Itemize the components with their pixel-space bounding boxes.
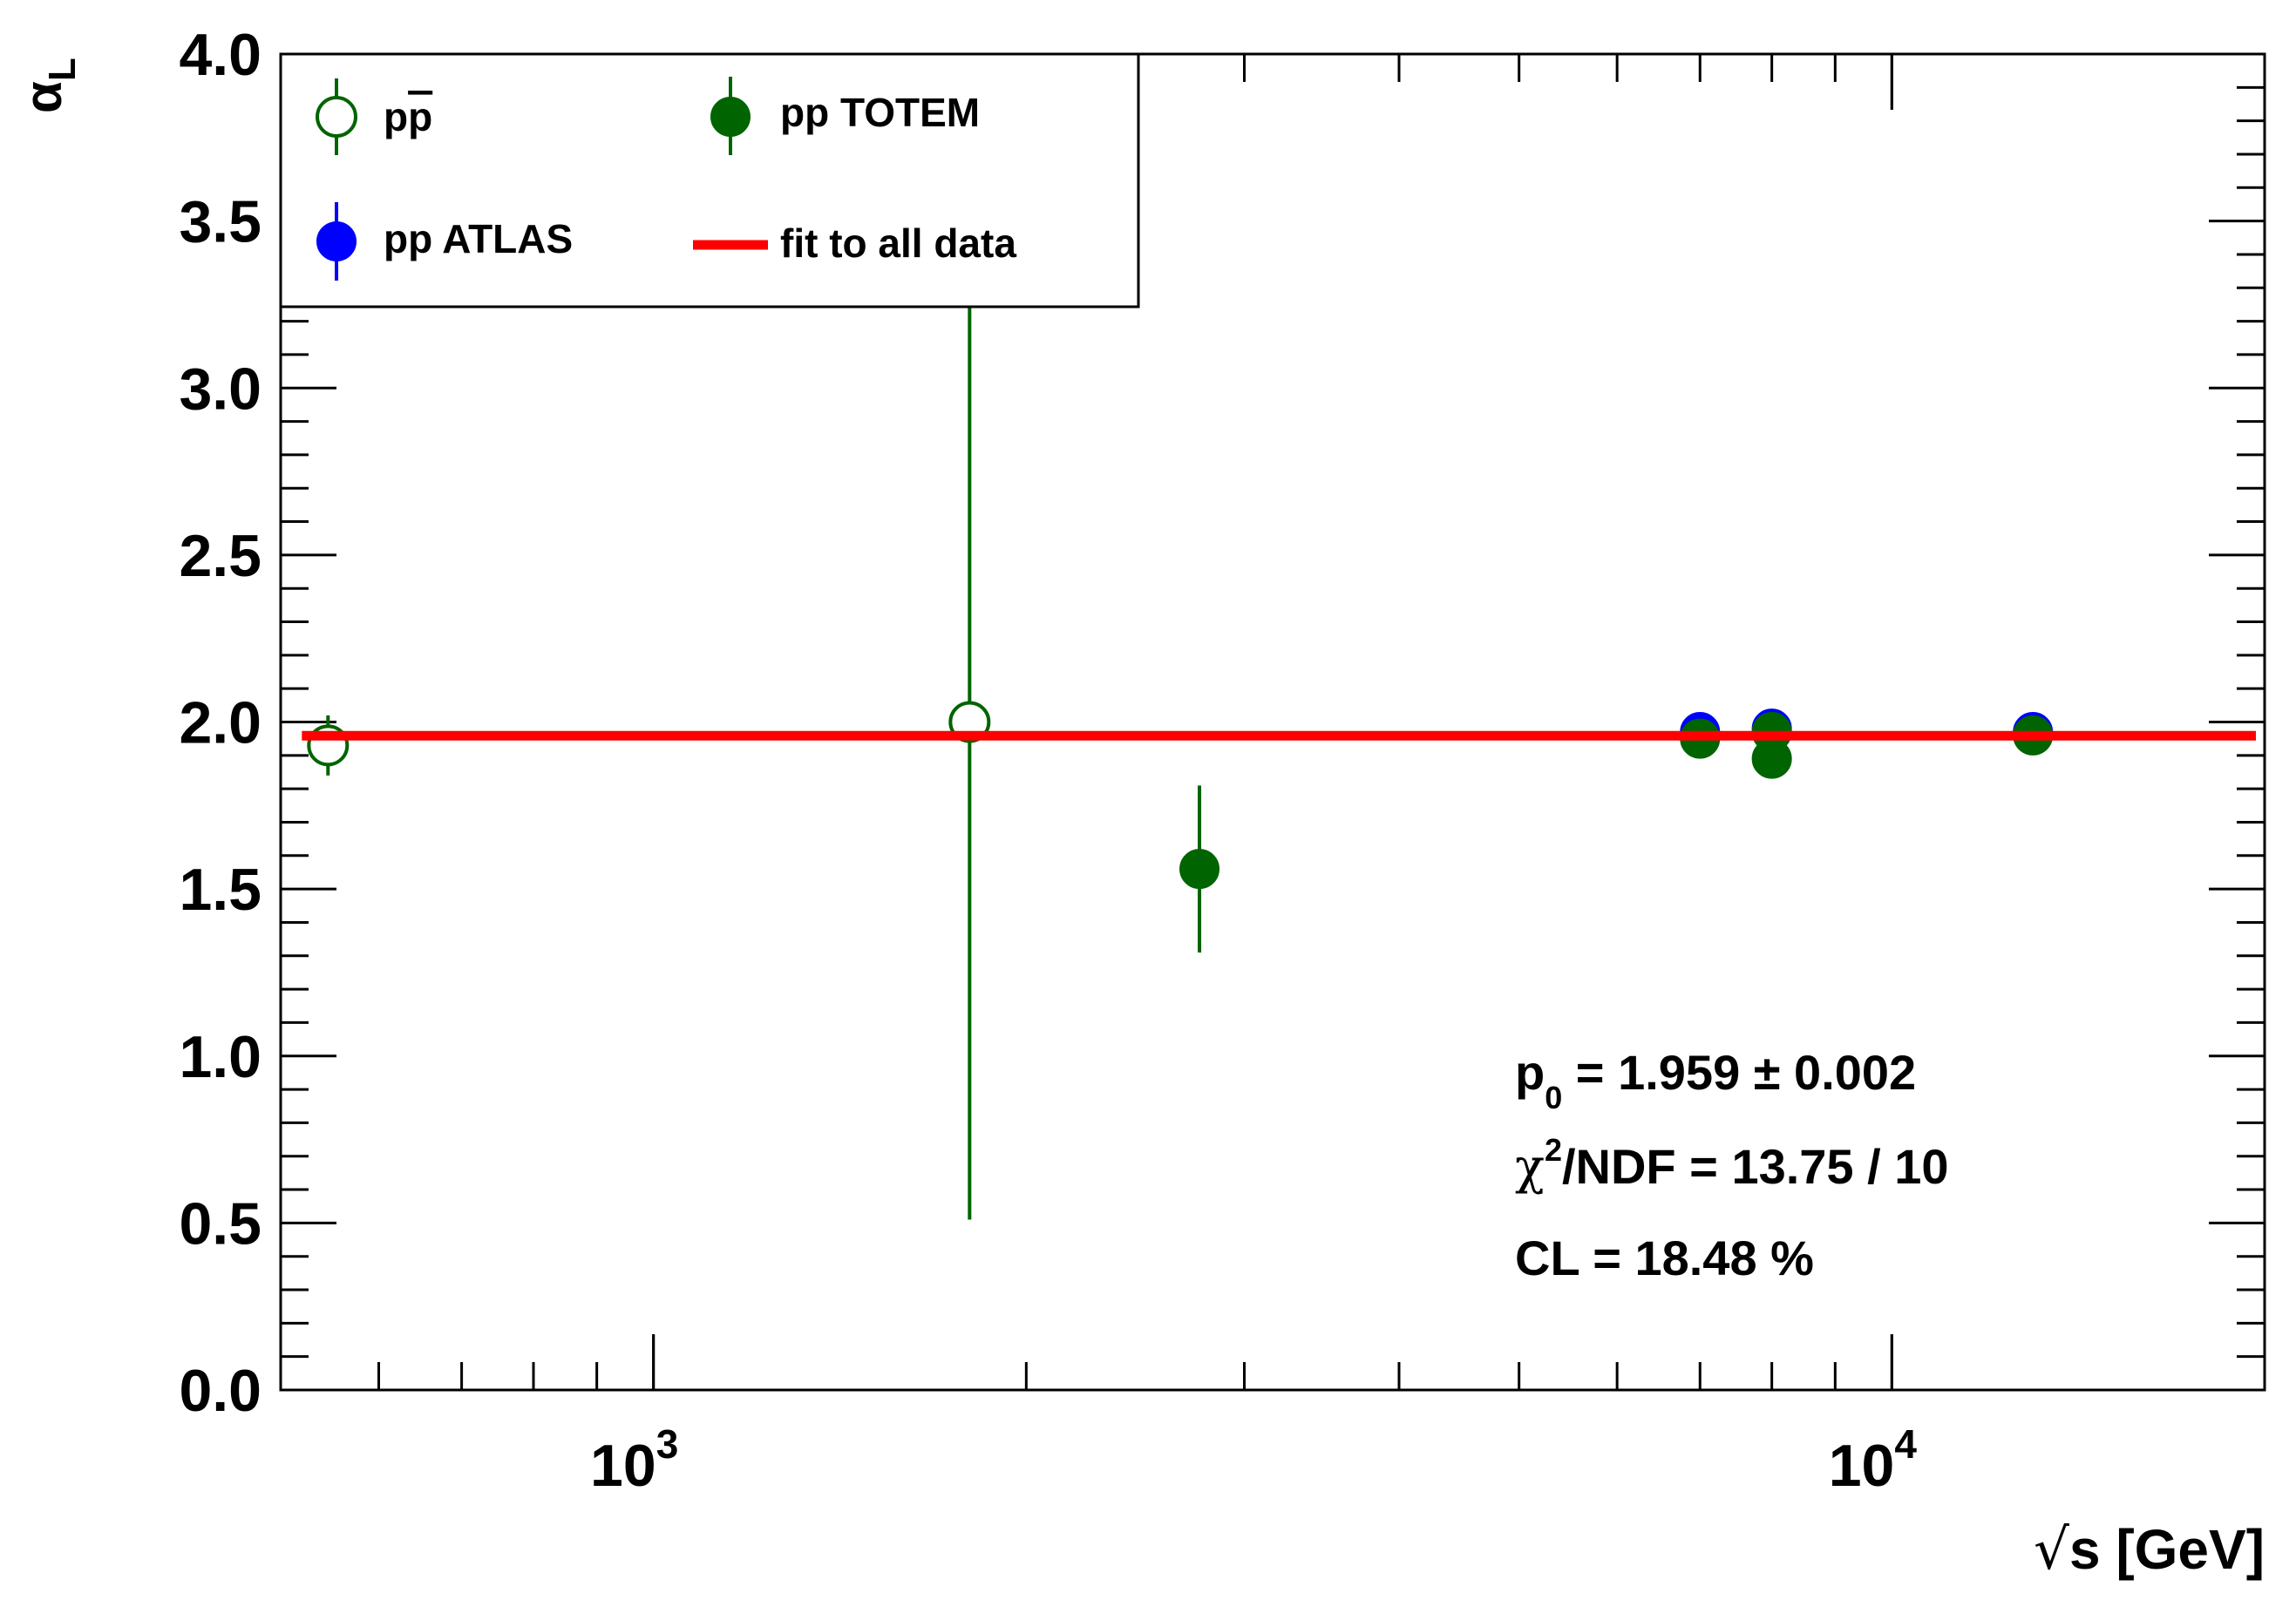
legend-atlas-marker — [316, 221, 357, 261]
legend-marks — [316, 77, 768, 281]
y-tick-label: 1.5 — [179, 857, 262, 923]
y-tick-label: 0.0 — [179, 1358, 262, 1424]
y-tick-label: 2.5 — [179, 523, 262, 589]
y-axis-title: αL — [14, 58, 84, 113]
legend-totem-marker — [710, 97, 751, 137]
y-tick-label: 4.0 — [179, 22, 262, 88]
y-tick-label: 2.0 — [179, 690, 262, 756]
annotation-chi2: χ2/NDF = 13.75 / 10 — [1515, 1132, 1949, 1196]
legend: pp pp TOTEM pp ATLAS fit to all data — [279, 52, 1140, 308]
legend-ppbar-marker — [316, 96, 357, 138]
legend-box — [279, 52, 1140, 308]
x-tick-label: 103 — [590, 1421, 678, 1499]
data-marks-group — [302, 224, 2256, 1220]
legend-label-totem: pp TOTEM — [780, 90, 980, 135]
annotation-p0: p0 = 1.959 ± 0.002 — [1515, 1045, 1916, 1115]
y-tick-label: 3.0 — [179, 356, 262, 422]
annotation-cl: CL = 18.48 % — [1515, 1231, 1814, 1285]
y-tick-label: 3.5 — [179, 189, 262, 255]
axes-group: 0.0 0.5 1.0 1.5 2.0 2.5 3.0 3.5 4.0 103 104 — [179, 22, 2266, 1499]
legend-label-fit: fit to all data — [780, 220, 1016, 266]
y-axis-title-group: αL — [14, 58, 84, 113]
totem-point — [1751, 738, 1792, 779]
totem-point — [1179, 849, 1220, 890]
y-tick-label: 1.0 — [179, 1024, 262, 1090]
legend-label-atlas: pp ATLAS — [384, 216, 573, 261]
fit-annotations: p0 = 1.959 ± 0.002 χ2/NDF = 13.75 / 10 C… — [1515, 1045, 1949, 1285]
x-axis-title: √s [GeV] — [2034, 1518, 2265, 1583]
y-tick-label: 0.5 — [179, 1190, 262, 1257]
legend-label-ppbar: pp — [384, 94, 432, 139]
x-tick-label: 104 — [1829, 1421, 1918, 1499]
